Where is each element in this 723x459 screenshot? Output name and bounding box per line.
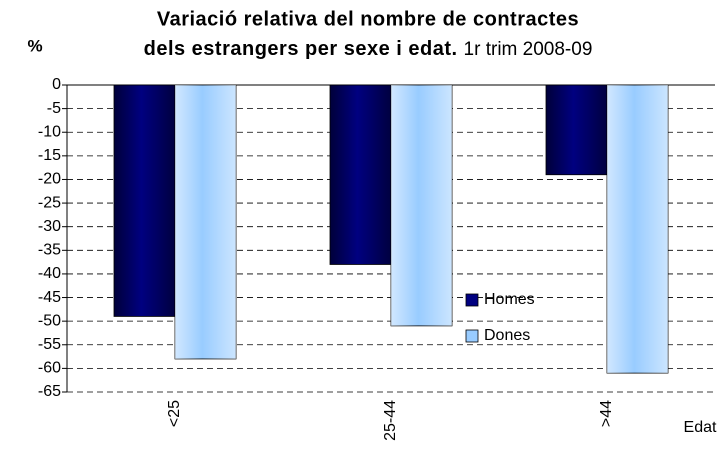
y-tick-label: -45: [38, 289, 61, 306]
y-tick-label: -10: [38, 123, 61, 140]
bar: [113, 84, 176, 317]
bar: [606, 84, 669, 374]
y-tick-label: -15: [38, 147, 61, 164]
chart-title-line: dels estrangers per sexe i edat. 1r trim …: [144, 38, 593, 60]
bar: [545, 84, 608, 176]
y-tick-label: -60: [38, 360, 61, 377]
y-axis-label: %: [27, 36, 42, 55]
y-tick-label: 0: [52, 76, 61, 93]
y-tick-label: -40: [38, 265, 61, 282]
bar: [390, 84, 453, 327]
y-tick-label: -55: [38, 336, 61, 353]
y-tick-label: -30: [38, 218, 61, 235]
y-tick-label: -65: [38, 383, 61, 400]
x-tick-label: <25: [166, 400, 183, 427]
legend-swatch: [465, 329, 479, 343]
y-tick-label: -20: [38, 171, 61, 188]
legend-label: Dones: [484, 327, 530, 344]
bar: [329, 84, 392, 265]
y-tick-label: -35: [38, 242, 61, 259]
chart-title: Variació relativa del nombre de contract…: [157, 8, 579, 30]
x-tick-label: 25-44: [382, 400, 399, 441]
y-tick-label: -5: [47, 100, 61, 117]
chart-title: dels estrangers per sexe i edat.: [144, 38, 458, 60]
chart-subtitle: 1r trim 2008-09: [464, 39, 593, 60]
x-axis-label: Edat: [684, 419, 717, 436]
bar: [174, 84, 237, 360]
y-tick-label: -25: [38, 194, 61, 211]
x-tick-label: >44: [598, 400, 615, 427]
y-tick-label: -50: [38, 312, 61, 329]
legend-swatch: [465, 293, 479, 307]
legend-label: Homes: [484, 291, 535, 308]
